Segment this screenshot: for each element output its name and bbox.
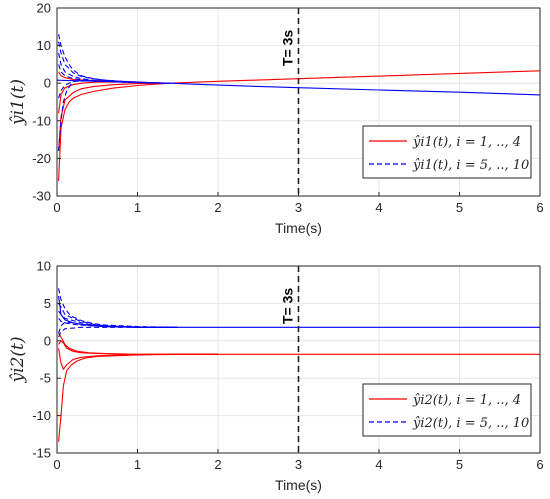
x-tick-label: 0 — [53, 457, 60, 472]
marker-annotation: T= 3s — [280, 30, 296, 66]
x-tick-label: 2 — [214, 457, 221, 472]
y-tick-label: -10 — [32, 113, 51, 128]
series-line-5 — [58, 288, 178, 328]
y-tick-label: -20 — [32, 151, 51, 166]
series-line-3 — [58, 333, 218, 355]
series-line-10 — [58, 318, 178, 328]
legend-box — [362, 383, 532, 437]
x-tick-label: 5 — [456, 200, 463, 215]
y-tick-label: -10 — [32, 408, 51, 423]
y-tick-label: -15 — [32, 446, 51, 461]
y-axis-label: ŷi2(t) — [8, 337, 28, 384]
series-line-0 — [58, 70, 540, 182]
series-group — [58, 288, 540, 442]
x-tick-label: 6 — [536, 200, 543, 215]
x-axis-label: Time(s) — [275, 220, 322, 236]
y-tick-label: 5 — [44, 296, 51, 311]
y-tick-label: -5 — [39, 371, 51, 386]
legend-label: ŷi1(t), i = 1, .., 4 — [412, 135, 521, 150]
legend-label: ŷi2(t), i = 1, .., 4 — [412, 393, 521, 408]
y-axis-label: ŷi1(t) — [8, 79, 28, 126]
series-line-9 — [58, 326, 178, 338]
x-tick-label: 0 — [53, 200, 60, 215]
bottom-chart-panel: T= 3s 0 1 2 3 4 5 6 10 5 0 -5 -10 -15 Time(s) ŷi2(t) ŷi2… — [8, 259, 544, 494]
y-tick-label: -30 — [32, 189, 51, 204]
x-tick-label: 4 — [375, 457, 382, 472]
x-tick-label: 4 — [375, 200, 382, 215]
x-axis-label: Time(s) — [275, 477, 322, 493]
marker-annotation: T= 3s — [280, 288, 296, 324]
series-line-6 — [58, 303, 178, 328]
series-group — [57, 34, 540, 182]
x-tick-label: 2 — [214, 200, 221, 215]
x-tick-label: 6 — [536, 457, 543, 472]
y-tick-label: 10 — [37, 259, 51, 274]
x-tick-label: 1 — [134, 457, 141, 472]
series-line-1 — [58, 82, 170, 151]
y-tick-label: 0 — [44, 333, 51, 348]
legend-label: ŷi1(t), i = 5, .., 10 — [412, 158, 529, 173]
series-line-10 — [58, 79, 170, 151]
legend-box — [362, 125, 532, 179]
y-tick-label: 20 — [37, 1, 51, 16]
top-chart-panel: T= 3s 0 1 2 3 4 5 6 20 10 0 -10 -20 -30 Time(s) ŷi1(t) ŷ… — [8, 1, 544, 237]
legend-label: ŷi2(t), i = 5, .., 10 — [412, 416, 529, 431]
x-tick-label: 3 — [295, 200, 302, 215]
y-tick-label: 0 — [44, 76, 51, 91]
x-tick-label: 1 — [134, 200, 141, 215]
x-tick-label: 3 — [295, 457, 302, 472]
y-tick-label: 10 — [37, 38, 51, 53]
x-tick-label: 5 — [456, 457, 463, 472]
